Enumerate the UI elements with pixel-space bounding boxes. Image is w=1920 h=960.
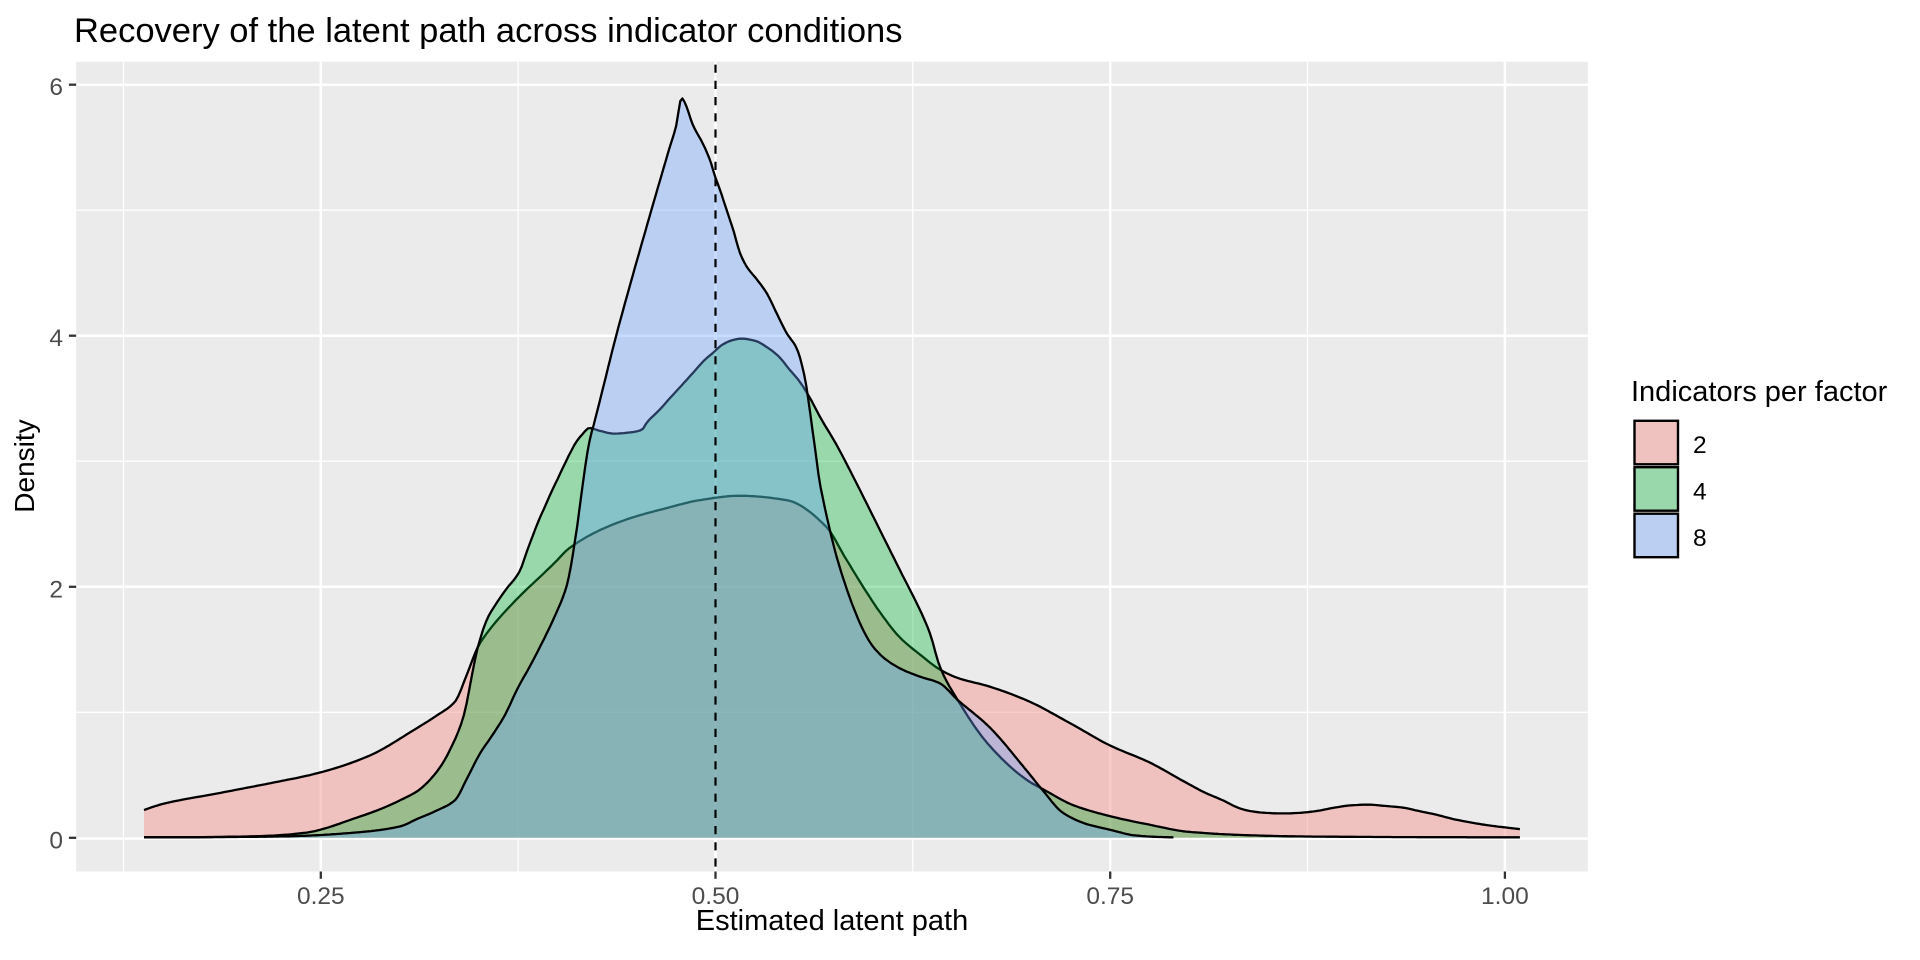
svg-text:Indicators per factor: Indicators per factor	[1631, 376, 1888, 408]
svg-text:0.50: 0.50	[692, 883, 740, 910]
svg-text:Estimated latent path: Estimated latent path	[696, 905, 968, 937]
svg-text:4: 4	[1693, 479, 1707, 506]
svg-text:4: 4	[49, 325, 63, 352]
svg-text:Density: Density	[9, 419, 40, 512]
svg-text:0.75: 0.75	[1086, 883, 1134, 910]
svg-text:2: 2	[49, 576, 63, 603]
svg-text:1.00: 1.00	[1481, 883, 1529, 910]
svg-text:2: 2	[1693, 432, 1707, 459]
svg-text:0.25: 0.25	[297, 883, 345, 910]
svg-text:0: 0	[49, 827, 63, 854]
svg-text:6: 6	[49, 74, 63, 101]
svg-text:Recovery of the latent path ac: Recovery of the latent path across indic…	[74, 12, 902, 50]
svg-text:8: 8	[1693, 525, 1707, 552]
